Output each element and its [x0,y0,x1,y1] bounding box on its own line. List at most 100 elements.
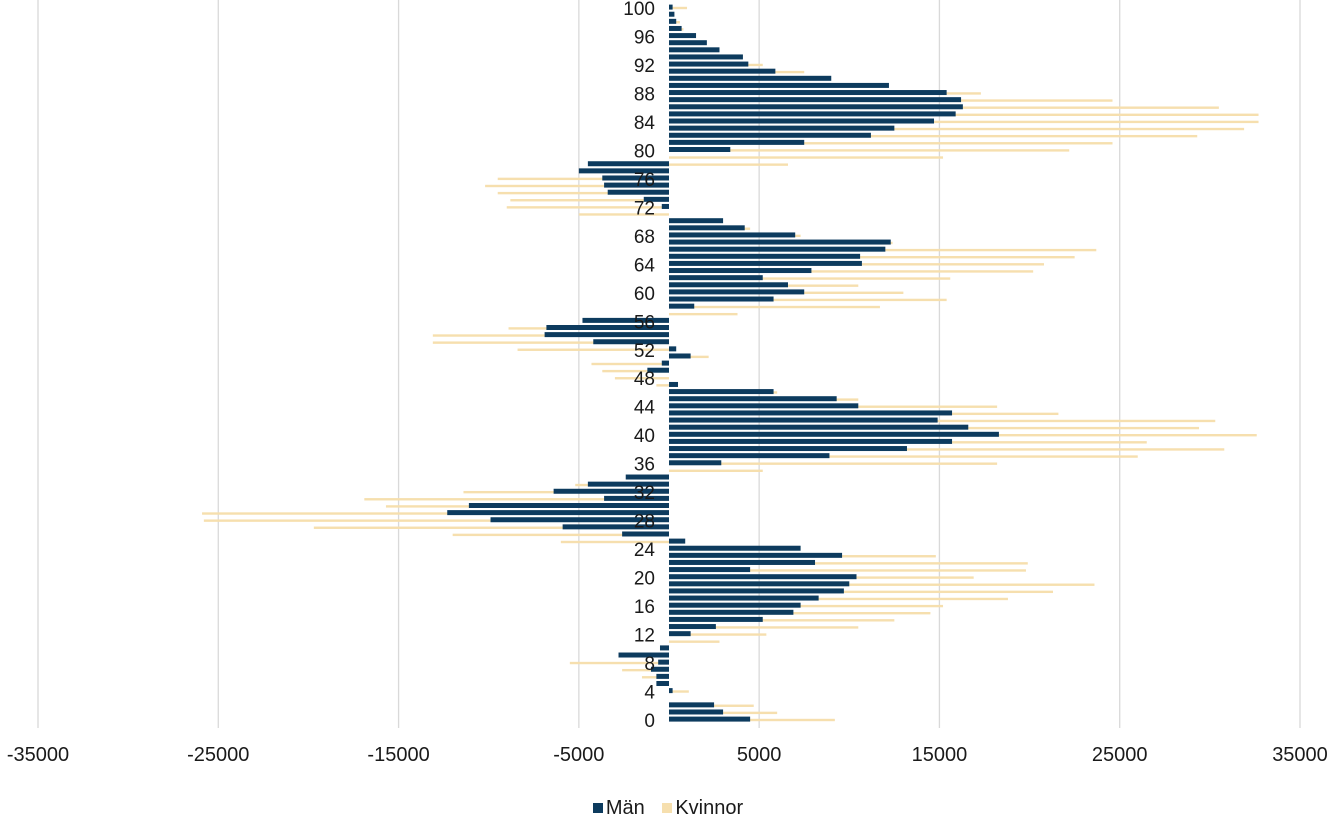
bar-kvinnor [203,519,669,522]
bar-man [669,595,819,601]
bar-man [468,503,669,508]
bar-kvinnor [313,526,669,529]
y-tick-label: 68 [634,227,655,248]
bar-man [669,296,774,302]
bar-man [669,40,707,46]
bar-man [669,232,796,238]
bar-kvinnor [669,312,738,316]
y-tick-label: 20 [634,569,655,590]
bar-man [669,588,844,594]
bar-man [669,47,720,53]
bar-kvinnor [602,369,669,373]
bar-kvinnor [669,590,1054,594]
bar-man [669,403,859,409]
x-tick-label: 15000 [912,744,968,766]
y-tick-label: 100 [623,0,655,20]
bar-kvinnor [510,199,669,202]
bar-man [553,488,669,494]
bar-kvinnor [669,455,1138,458]
bar-man [669,139,805,145]
bar-man [669,104,963,110]
y-tick-label: 76 [634,170,655,191]
bar-kvinnor [669,163,788,166]
bar-man [669,581,850,587]
bar-man [546,325,669,330]
bar-man [587,481,669,487]
bar-man [669,688,673,694]
bar-man [669,54,743,60]
x-tick-label: -5000 [553,744,604,766]
legend-item-kvinnor: Kvinnor [662,797,743,820]
y-tick-label: 80 [634,141,655,162]
series-man-bars [447,4,999,722]
bar-man [669,303,695,309]
x-tick-label: -35000 [7,744,69,766]
bar-man [669,225,745,231]
bar-kvinnor [569,661,669,665]
y-tick-label: 40 [634,426,655,447]
bar-kvinnor [485,184,669,188]
bar-man [593,339,669,345]
bar-man [669,118,935,124]
bar-kvinnor [591,362,669,366]
bar-man [669,624,716,630]
bar-kvinnor [452,533,669,537]
bar-kvinnor [669,305,880,309]
bar-kvinnor [669,419,1216,423]
bar-kvinnor [669,597,1008,601]
bar-kvinnor [497,191,669,195]
bar-kvinnor [669,562,1028,565]
bar-man [669,431,999,437]
legend-label-man: Män [605,796,645,819]
bar-man [607,189,669,195]
y-tick-label: 28 [634,512,655,533]
bar-man [669,246,886,252]
bar-kvinnor [669,462,998,465]
bar-kvinnor [669,469,763,472]
y-tick-label: 48 [634,369,655,390]
bar-man [656,681,669,686]
bar-kvinnor [641,676,669,679]
bar-kvinnor [669,113,1259,116]
bar-kvinnor [202,512,669,515]
bar-kvinnor [622,668,669,672]
bar-kvinnor [669,298,947,302]
bar-man [669,424,969,430]
bar-kvinnor [364,498,669,501]
bar-man [669,125,895,131]
bar-man [618,652,669,658]
bar-kvinnor [669,134,1198,138]
bar-man [669,147,731,152]
bar-kvinnor [669,270,1034,273]
bar-man [669,18,677,24]
bar-man [669,218,724,224]
bar-man [544,332,669,338]
bar-man [669,90,947,96]
bar-man [669,631,691,637]
legend-label-kvinnor: Kvinnor [675,796,744,819]
bar-man [625,474,669,480]
bar-man [669,410,953,416]
x-tick-label: 25000 [1092,744,1148,766]
y-tick-label: 32 [634,483,655,504]
bar-man [669,559,816,565]
bar-man [669,453,830,459]
y-tick-label: 56 [634,312,655,333]
legend: Män Kvinnor [0,796,1336,820]
bar-man [582,317,669,323]
bar-man [669,282,788,288]
bar-man [669,602,801,608]
bar-man [669,268,812,274]
bar-man [669,260,862,266]
bar-man [669,538,686,544]
bar-man [659,645,669,651]
bar-man [669,438,953,444]
bar-man [604,182,669,188]
bar-kvinnor [656,384,669,387]
bar-man [669,353,691,359]
bar-man [669,702,715,708]
y-tick-label: 16 [634,597,655,618]
bar-kvinnor [669,6,688,10]
bar-man [669,460,722,466]
bar-man [669,289,805,295]
